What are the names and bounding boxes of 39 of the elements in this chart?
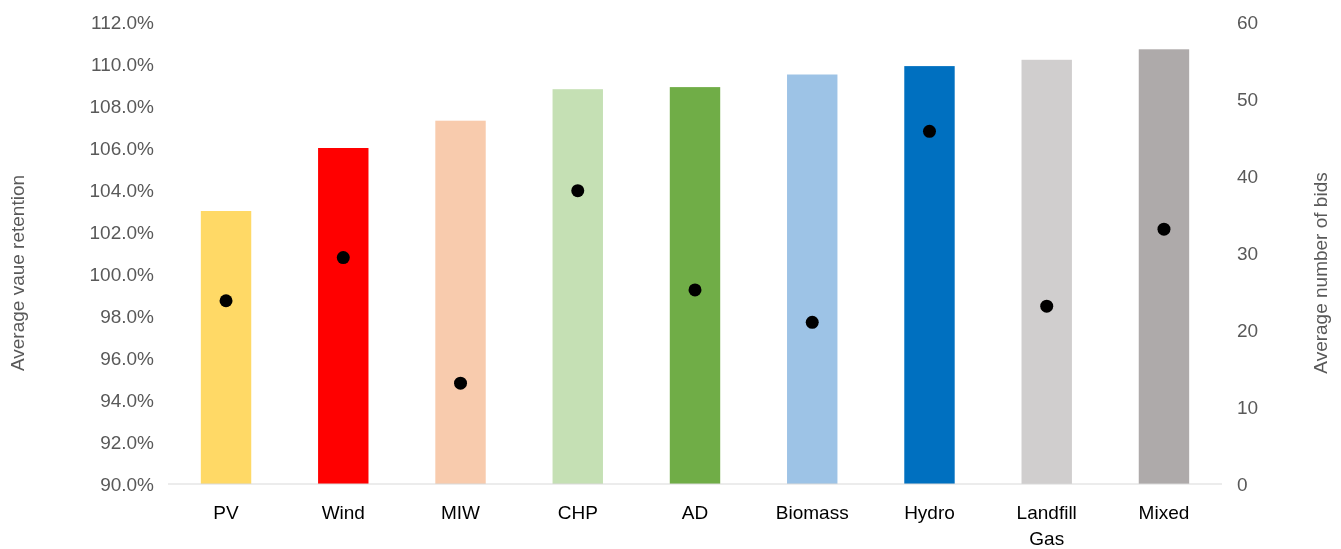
x-tick-label: CHP bbox=[557, 502, 598, 523]
y-tick-label: 98.0% bbox=[100, 305, 155, 327]
y-tick-label: 108.0% bbox=[89, 95, 155, 117]
point bbox=[336, 251, 350, 265]
y2-tick-label: 50 bbox=[1237, 88, 1259, 110]
y2-tick-label: 20 bbox=[1237, 319, 1259, 341]
y2-axis-title: Average number of bids bbox=[1310, 172, 1331, 374]
x-tick-label: Landfill Gas bbox=[1016, 502, 1077, 549]
y-axis-title: Average vaue retention bbox=[7, 174, 28, 372]
point bbox=[922, 124, 936, 138]
x-tick-label: Hydro bbox=[904, 502, 955, 523]
x-tick-label: PV bbox=[213, 502, 240, 523]
y-tick-label: 104.0% bbox=[89, 179, 155, 201]
y2-tick-label: 30 bbox=[1237, 242, 1259, 264]
x-tick-label: MIW bbox=[440, 502, 481, 523]
point bbox=[219, 294, 233, 308]
y2-tick-label: 0 bbox=[1237, 473, 1248, 495]
y-tick-label: 106.0% bbox=[89, 137, 155, 159]
y2-tick-label: 40 bbox=[1237, 165, 1259, 187]
x-tick-label: Biomass bbox=[775, 502, 849, 523]
x-tick-label: Mixed bbox=[1138, 502, 1190, 523]
point bbox=[571, 184, 585, 198]
y-tick-label: 112.0% bbox=[90, 11, 155, 33]
point bbox=[688, 283, 702, 297]
y-tick-label: 90.0% bbox=[100, 473, 155, 495]
y2-tick-label: 60 bbox=[1237, 11, 1259, 33]
y2-tick-label: 10 bbox=[1237, 396, 1259, 418]
x-tick-label: Wind bbox=[321, 502, 365, 523]
point bbox=[454, 376, 468, 390]
y-tick-label: 94.0% bbox=[100, 389, 155, 411]
y-tick-label: 102.0% bbox=[89, 221, 155, 243]
x-tick-label: AD bbox=[681, 502, 709, 523]
y-tick-label: 100.0% bbox=[89, 263, 155, 285]
point bbox=[1040, 299, 1054, 313]
y-tick-label: 96.0% bbox=[100, 347, 155, 369]
y-tick-label: 110.0% bbox=[90, 53, 155, 75]
point bbox=[805, 315, 819, 329]
point bbox=[1157, 222, 1171, 236]
y-tick-label: 92.0% bbox=[100, 431, 155, 453]
